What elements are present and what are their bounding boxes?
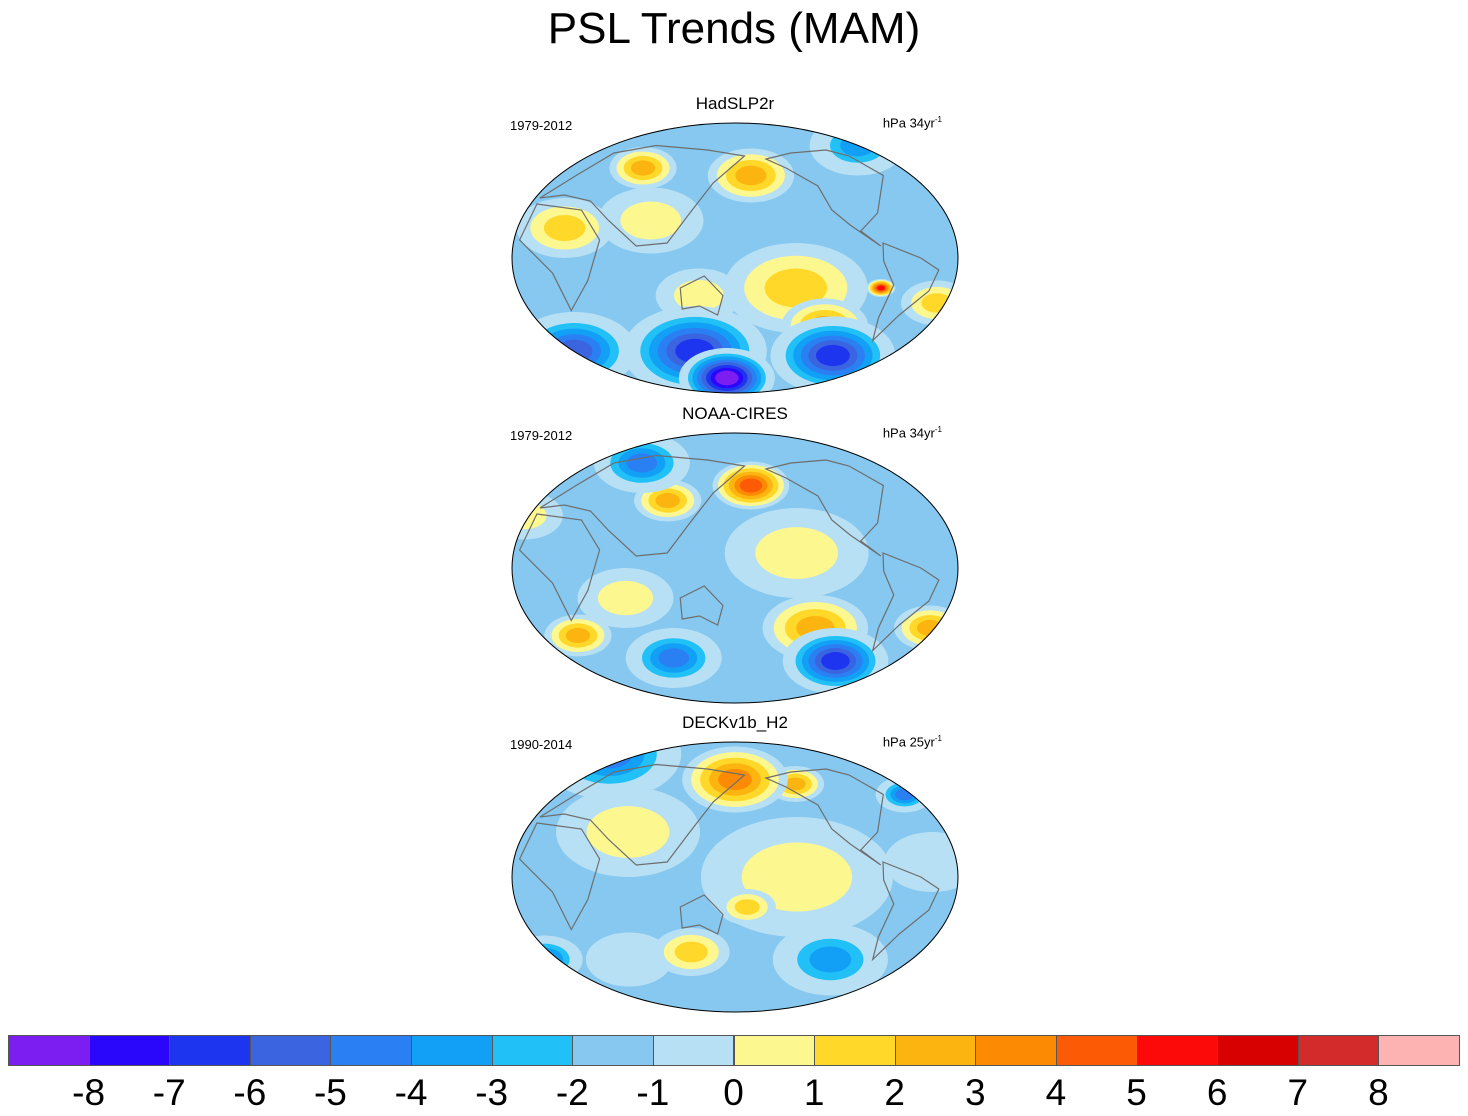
trend-contour <box>674 279 724 312</box>
units-label: hPa 25yr-1 <box>882 734 942 750</box>
colorbar-tick-label: -3 <box>475 1072 509 1113</box>
colorbar-tick-label: -1 <box>636 1072 670 1113</box>
trend-contour <box>585 932 673 987</box>
colorbar-tick-label: 5 <box>1126 1072 1147 1113</box>
coastline <box>871 552 940 653</box>
colorbar-tick-label: -5 <box>313 1072 347 1113</box>
map-border <box>511 122 959 394</box>
panel-title: DECKv1b_H2 <box>682 713 788 732</box>
colorbar-box <box>652 1035 735 1066</box>
coastline <box>539 454 746 557</box>
colorbar-tick-label: -7 <box>152 1072 186 1113</box>
colorbar-tick-label: 3 <box>965 1072 986 1113</box>
colorbar-box <box>1378 1035 1460 1066</box>
page-title: PSL Trends (MAM) <box>547 4 921 53</box>
colorbar-tick-label: -2 <box>555 1072 589 1113</box>
colorbar-box <box>169 1035 251 1066</box>
panel-deckv1b-h2: DECKv1b_H2 1990-2014 hPa 25yr-1 <box>500 713 970 1013</box>
trend-contour <box>764 268 828 308</box>
colorbar-box <box>1297 1035 1380 1066</box>
trend-contour <box>674 941 708 963</box>
trend-contour <box>658 648 690 668</box>
trend-contour <box>565 627 591 644</box>
colorbar-tick-label: 6 <box>1206 1072 1228 1113</box>
trend-contour <box>597 580 654 616</box>
map-hadslp2r <box>511 122 959 394</box>
trend-contour <box>921 293 953 313</box>
coastline <box>518 822 601 931</box>
panel-noaa-cires: NOAA-CIRES 1979-2012 hPa 34yr-1 <box>500 404 970 704</box>
coastline <box>764 149 884 247</box>
trend-contour <box>734 899 760 915</box>
coastline <box>518 203 601 312</box>
trend-contour <box>821 652 850 670</box>
colorbar-box <box>814 1035 896 1066</box>
colorbar-box <box>88 1035 171 1066</box>
trend-contour <box>630 160 656 176</box>
period-label: 1979-2012 <box>510 118 573 133</box>
trend-contour <box>871 362 897 379</box>
trend-contour <box>715 370 739 386</box>
trend-contour <box>815 344 850 367</box>
colorbar-box <box>8 1035 90 1066</box>
colorbar <box>8 1035 1460 1068</box>
trend-contour <box>532 951 557 968</box>
coastline <box>871 242 940 343</box>
coastline <box>764 459 884 557</box>
trend-contour <box>755 527 839 579</box>
trend-contour <box>525 947 564 972</box>
coastline <box>679 585 724 626</box>
colorbar-box <box>1055 1035 1138 1066</box>
colorbar-box <box>572 1035 654 1066</box>
panel-title: HadSLP2r <box>695 94 775 113</box>
colorbar-box <box>1136 1035 1219 1066</box>
trend-contour <box>875 365 893 376</box>
trend-contour <box>809 946 852 973</box>
coastline <box>679 275 724 316</box>
colorbar-box <box>249 1035 332 1066</box>
colorbar-box <box>733 1035 816 1066</box>
colorbar-box <box>1217 1035 1299 1066</box>
colorbar-tick-label: 2 <box>884 1072 906 1113</box>
coastline <box>539 144 746 247</box>
panel-hadslp2r: HadSLP2r 1979-2012 hPa 34yr-1 <box>500 94 970 394</box>
colorbar-tick-label: 4 <box>1045 1072 1067 1113</box>
colorbar-box <box>330 1035 413 1066</box>
trend-contour <box>620 201 682 240</box>
trend-contour <box>741 842 853 912</box>
coastline <box>539 763 746 866</box>
coastline <box>518 513 601 622</box>
coastline <box>871 861 940 962</box>
panel-title: NOAA-CIRES <box>682 404 788 423</box>
coastline <box>679 894 724 935</box>
colorbar-box <box>975 1035 1057 1066</box>
colorbar-box <box>411 1035 493 1066</box>
colorbar-tick-label: 0 <box>723 1072 744 1113</box>
map-noaa-cires <box>511 432 959 704</box>
colorbar-tick-label: -8 <box>72 1072 106 1113</box>
colorbar-tick-label: 1 <box>803 1072 825 1113</box>
map-border <box>511 432 959 704</box>
coastline <box>764 768 884 866</box>
trend-contour <box>877 285 885 291</box>
period-label: 1990-2014 <box>510 737 573 752</box>
units-label: hPa 34yr-1 <box>882 115 942 131</box>
trend-contour <box>739 478 763 493</box>
colorbar-box <box>894 1035 977 1066</box>
map-border <box>511 741 959 1013</box>
trend-contour <box>784 777 806 791</box>
trend-contour <box>735 165 767 186</box>
map-deckv1b-h2 <box>511 741 959 1013</box>
colorbar-tick-label: -4 <box>394 1072 428 1113</box>
colorbar-tick-label: 7 <box>1287 1072 1309 1113</box>
colorbar-tick-label: -6 <box>233 1072 267 1113</box>
colorbar-box <box>491 1035 574 1066</box>
colorbar-tick-label: 8 <box>1368 1072 1389 1113</box>
units-label: hPa 34yr-1 <box>882 425 942 441</box>
period-label: 1979-2012 <box>510 428 573 443</box>
trend-contour <box>626 453 658 473</box>
trend-contour <box>543 215 586 241</box>
trend-contour <box>586 806 670 858</box>
trend-contour <box>655 492 680 509</box>
